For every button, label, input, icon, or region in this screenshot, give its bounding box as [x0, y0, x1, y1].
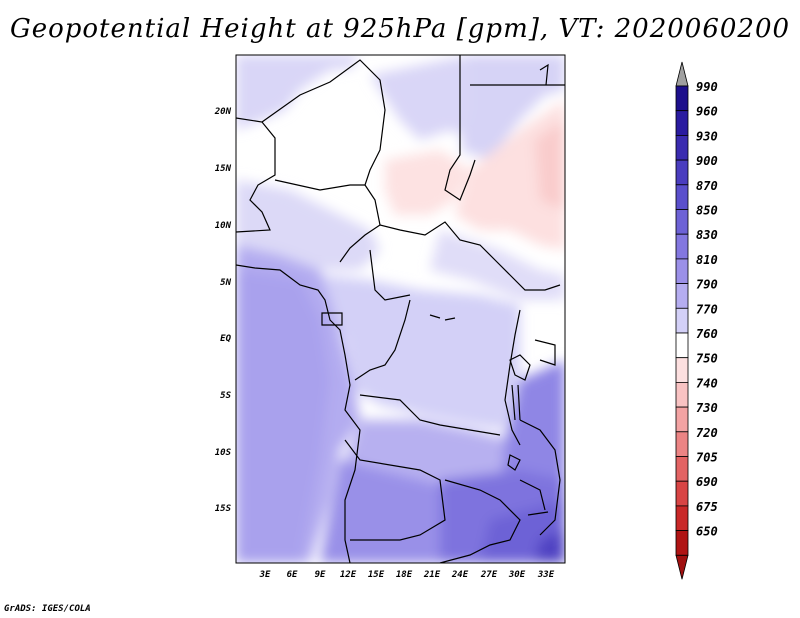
latitude-axis: 20N 15N 10N 5N EQ 5S 10S 15S: [214, 107, 232, 514]
colorbar-label: 900: [696, 154, 718, 168]
colorbar: 990 960 930 900 870 850 830 810 790 770 760 750 740 7…: [675, 61, 718, 580]
map-borders: [236, 55, 565, 563]
chart-title: Geopotential Height at 925hPa [gpm], VT:…: [9, 14, 791, 44]
colorbar-label: 720: [696, 426, 718, 440]
colorbar-label: 930: [696, 129, 718, 143]
lon-label: 27E: [480, 570, 498, 580]
lat-label: 15S: [215, 504, 232, 514]
grads-credit: GrADS: IGES/COLA: [4, 604, 91, 614]
colorbar-label: 760: [696, 327, 718, 341]
colorbar-label: 870: [696, 179, 718, 193]
colorbar-swatch: [675, 307, 689, 334]
lon-label: 3E: [259, 570, 271, 580]
colorbar-swatch: [675, 332, 689, 359]
colorbar-swatch: [675, 258, 689, 284]
colorbar-swatch: [675, 406, 689, 433]
colorbar-swatch: [675, 505, 689, 531]
lat-label: 5S: [220, 391, 231, 401]
colorbar-swatch: [675, 480, 689, 507]
colorbar-swatch: [675, 85, 689, 112]
colorbar-swatch: [675, 209, 689, 235]
lat-label: EQ: [220, 334, 231, 344]
colorbar-bottom-arrow: [675, 554, 689, 580]
colorbar-label: 850: [696, 204, 718, 218]
lon-label: 12E: [340, 570, 357, 580]
lat-label: 20N: [214, 107, 232, 117]
colorbar-swatch: [675, 184, 689, 210]
longitude-axis: 3E 6E 9E 12E 15E 18E 21E 24E 27E 30E 33E: [259, 570, 555, 580]
colorbar-swatch: [675, 159, 689, 186]
colorbar-swatch: [675, 381, 689, 408]
colorbar-label: 960: [696, 105, 718, 119]
colorbar-label: 690: [696, 475, 718, 489]
colorbar-swatch: [675, 283, 689, 309]
colorbar-swatch: [675, 134, 689, 161]
height-shading: [236, 55, 565, 563]
lon-label: 9E: [315, 570, 326, 580]
lon-label: 15E: [368, 570, 385, 580]
colorbar-label: 790: [696, 278, 718, 292]
colorbar-swatch: [675, 456, 689, 482]
colorbar-label: 730: [696, 401, 718, 415]
map-frame: [235, 54, 566, 564]
colorbar-top-arrow: [675, 61, 689, 87]
lon-label: 33E: [537, 570, 555, 580]
colorbar-label: 990: [696, 80, 718, 94]
colorbar-label: 740: [696, 376, 718, 390]
lon-label: 18E: [396, 570, 413, 580]
colorbar-swatch: [675, 431, 689, 457]
colorbar-label: 705: [696, 451, 718, 465]
colorbar-label: 770: [696, 302, 718, 316]
colorbar-label: 650: [696, 525, 718, 539]
lat-label: 5N: [220, 278, 231, 288]
colorbar-swatch: [675, 357, 689, 383]
colorbar-swatch: [675, 530, 689, 556]
lon-label: 24E: [451, 570, 469, 580]
colorbar-swatch: [675, 110, 689, 136]
lon-label: 21E: [423, 570, 441, 580]
lon-label: 6E: [287, 570, 298, 580]
colorbar-swatch: [675, 233, 689, 260]
lat-label: 10N: [215, 221, 232, 231]
colorbar-label: 750: [696, 352, 718, 366]
lat-label: 15N: [215, 164, 232, 174]
colorbar-label: 810: [696, 253, 718, 267]
colorbar-label: 675: [696, 500, 718, 514]
colorbar-label: 830: [696, 228, 718, 242]
lon-label: 30E: [508, 570, 526, 580]
lat-label: 10S: [215, 448, 232, 458]
